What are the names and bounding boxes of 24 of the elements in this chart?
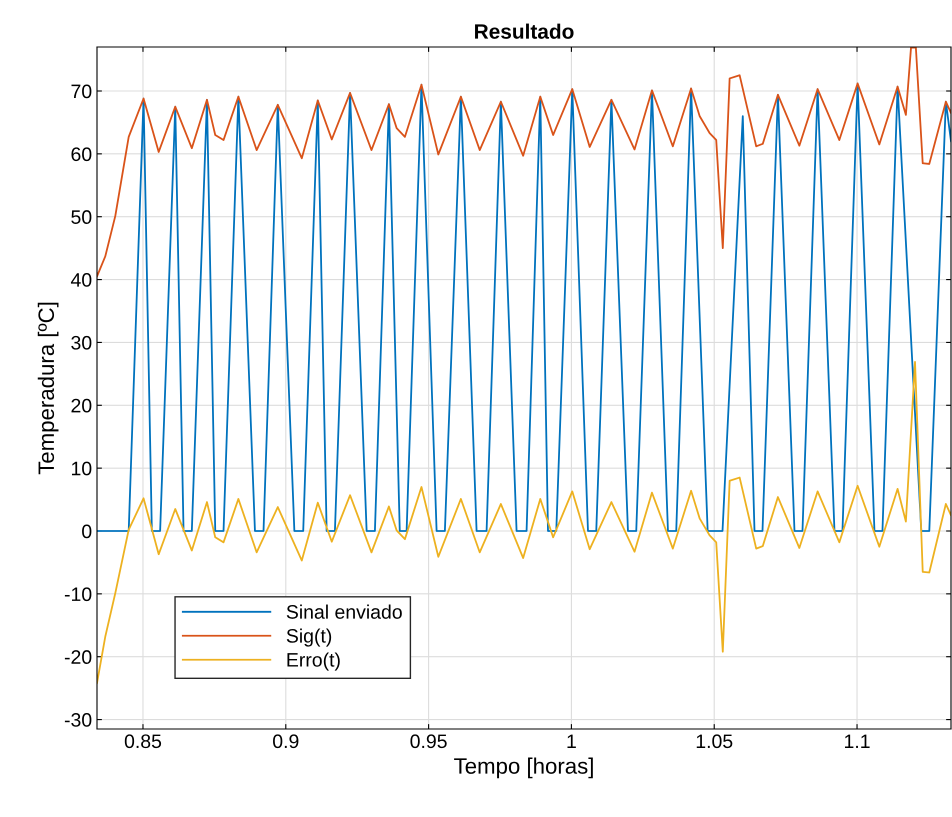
x-tick-label: 0.9: [273, 734, 298, 748]
y-tick-label: 0: [82, 524, 92, 538]
x-tick-label: 0.95: [410, 734, 447, 748]
y-tick-label: 50: [71, 210, 92, 224]
y-tick-label: 60: [72, 147, 92, 162]
legend-label: Sig(t): [286, 628, 332, 647]
chart-title: Resultado: [475, 24, 574, 39]
x-tick-label: 0.85: [124, 734, 162, 748]
legend-label: Sinal enviado: [286, 604, 402, 619]
y-tick-label: 70: [72, 84, 92, 98]
y-tick-label: 30: [71, 336, 92, 350]
y-tick-label: -10: [64, 587, 92, 602]
x-tick-label: 1.05: [696, 734, 732, 748]
y-axis-title: Temperadura [ºC]: [38, 302, 58, 474]
line-series: [97, 361, 951, 684]
y-tick-label: 40: [70, 273, 92, 287]
legend-label: Erro(t): [287, 652, 340, 671]
x-tick-label: 1.1: [845, 734, 870, 748]
y-tick-label: 10: [72, 462, 92, 476]
x-axis-title: Tempo [horas]: [454, 758, 593, 778]
y-tick-label: -20: [64, 650, 92, 664]
y-tick-label: -30: [64, 713, 92, 727]
y-tick-label: 20: [71, 398, 92, 413]
x-tick-label: 1: [567, 734, 576, 748]
